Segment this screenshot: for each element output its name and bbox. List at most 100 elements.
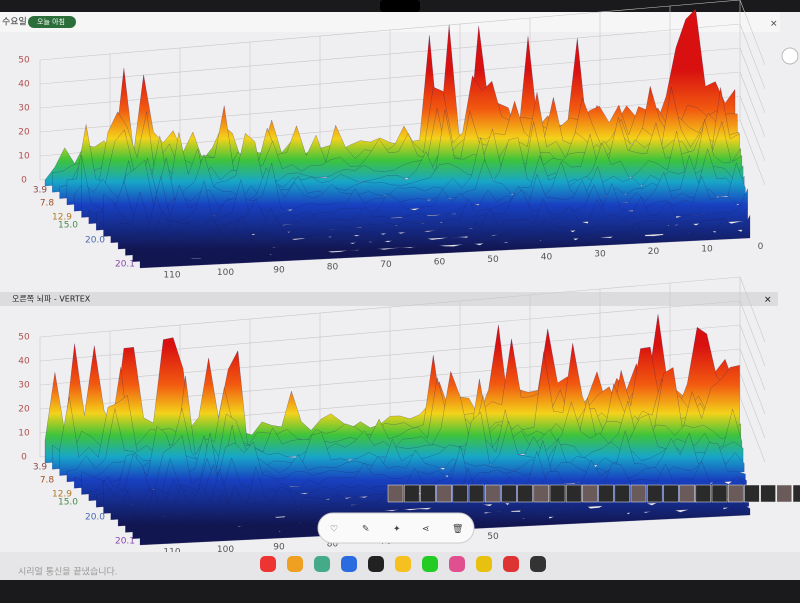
thumbnail[interactable] — [679, 484, 695, 503]
depth-tick-label: 20.0 — [85, 513, 105, 523]
thumbnail[interactable] — [387, 484, 404, 503]
x-tick-label: 50 — [487, 532, 499, 542]
depth-tick-label: 15.0 — [58, 221, 78, 231]
like-icon[interactable]: ♡ — [330, 525, 338, 535]
grid-line — [739, 348, 766, 415]
badge — [28, 16, 76, 28]
thumbnail[interactable] — [468, 484, 485, 503]
thumbnail[interactable] — [403, 484, 420, 503]
thumbnail[interactable] — [436, 484, 452, 503]
top-panel-title: 수요일 — [2, 17, 27, 28]
thumbnail[interactable] — [792, 484, 800, 503]
depth-tick-label: 3.9 — [33, 186, 48, 196]
thumbnail[interactable] — [420, 484, 436, 503]
x-tick-label: 0 — [758, 242, 764, 252]
top-title-bar — [0, 12, 780, 32]
grid-line — [739, 23, 766, 90]
grid-line — [739, 47, 766, 114]
x-tick-label: 30 — [594, 250, 606, 260]
z-tick-label: 0 — [21, 453, 27, 463]
app-icon[interactable] — [314, 556, 330, 572]
close-button[interactable]: ✕ — [764, 296, 772, 306]
app-icon[interactable] — [368, 556, 384, 572]
thumbnail[interactable] — [727, 484, 744, 503]
thumbnail[interactable] — [452, 484, 469, 503]
x-tick-label: 10 — [701, 245, 713, 255]
bottom-panel-title: 오른쪽 뇌파 - VERTEX — [12, 295, 91, 304]
x-tick-label: 70 — [380, 260, 392, 270]
surface-strip — [139, 215, 751, 269]
thumbnail[interactable] — [501, 484, 517, 503]
grid-line — [739, 95, 766, 162]
app-icon[interactable] — [449, 556, 465, 572]
depth-tick-label: 20.0 — [85, 236, 105, 246]
app-icon[interactable] — [476, 556, 492, 572]
grid-line — [739, 0, 766, 66]
share-icon[interactable]: ⋖ — [422, 525, 430, 535]
app-icon[interactable] — [341, 556, 357, 572]
thumbnail[interactable] — [549, 484, 566, 503]
depth-tick-label: 3.9 — [33, 463, 48, 473]
x-tick-label: 80 — [327, 540, 339, 550]
thumbnail[interactable] — [630, 484, 647, 503]
grid-line — [739, 71, 766, 138]
thumbnail[interactable] — [695, 484, 712, 503]
x-tick-label: 100 — [217, 545, 234, 555]
thumbnail[interactable] — [484, 484, 501, 503]
edit-icon[interactable]: ✎ — [362, 525, 370, 535]
z-tick-label: 40 — [18, 357, 30, 367]
side-button[interactable] — [781, 47, 799, 65]
photo-toolbar — [317, 512, 475, 544]
depth-tick-label: 20.1 — [115, 537, 135, 547]
app-icon[interactable] — [260, 556, 276, 572]
close-button[interactable]: ✕ — [770, 20, 778, 30]
thumbnail[interactable] — [663, 484, 679, 503]
grid-line — [739, 396, 766, 463]
thumbnail[interactable] — [598, 484, 614, 503]
camera — [380, 0, 420, 12]
thumbnail[interactable] — [565, 484, 582, 503]
x-tick-label: 40 — [541, 252, 553, 262]
x-tick-label: 100 — [217, 268, 234, 278]
thumbnail[interactable] — [614, 484, 631, 503]
z-tick-label: 50 — [18, 56, 30, 66]
delete-icon[interactable]: 🗑 — [452, 524, 463, 535]
thumbnail[interactable] — [646, 484, 663, 503]
z-tick-label: 40 — [18, 80, 30, 90]
depth-tick-label: 12.9 — [52, 490, 72, 500]
app-icon[interactable] — [530, 556, 546, 572]
app-icon[interactable] — [287, 556, 303, 572]
bottom-title-bar — [0, 292, 778, 306]
grid-line — [739, 276, 766, 343]
x-tick-label: 90 — [273, 265, 285, 275]
z-tick-label: 10 — [18, 429, 30, 439]
thumbnail[interactable] — [711, 484, 728, 503]
z-tick-label: 10 — [18, 152, 30, 162]
x-tick-label: 60 — [434, 258, 446, 268]
effect-icon[interactable]: ✦ — [393, 525, 401, 535]
grid-line — [739, 324, 766, 391]
thumbnail[interactable] — [517, 484, 533, 503]
thumbnail[interactable] — [760, 484, 776, 503]
thumbnail[interactable] — [533, 484, 550, 503]
z-tick-label: 30 — [18, 381, 30, 391]
depth-tick-label: 12.9 — [52, 213, 72, 223]
app-icon[interactable] — [395, 556, 411, 572]
thumbnail[interactable] — [776, 484, 793, 503]
app-icon[interactable] — [422, 556, 438, 572]
thumbnail[interactable] — [744, 484, 760, 503]
z-tick-label: 30 — [18, 104, 30, 114]
thumbnail[interactable] — [582, 484, 598, 503]
grid-line — [739, 300, 766, 367]
z-tick-label: 20 — [18, 128, 30, 138]
z-tick-label: 20 — [18, 405, 30, 415]
x-tick-label: 50 — [487, 255, 499, 265]
app-icon[interactable] — [503, 556, 519, 572]
depth-tick-label: 20.1 — [115, 260, 135, 270]
x-tick-label: 20 — [648, 247, 660, 257]
x-tick-label: 80 — [327, 263, 339, 273]
z-tick-label: 0 — [21, 176, 27, 186]
